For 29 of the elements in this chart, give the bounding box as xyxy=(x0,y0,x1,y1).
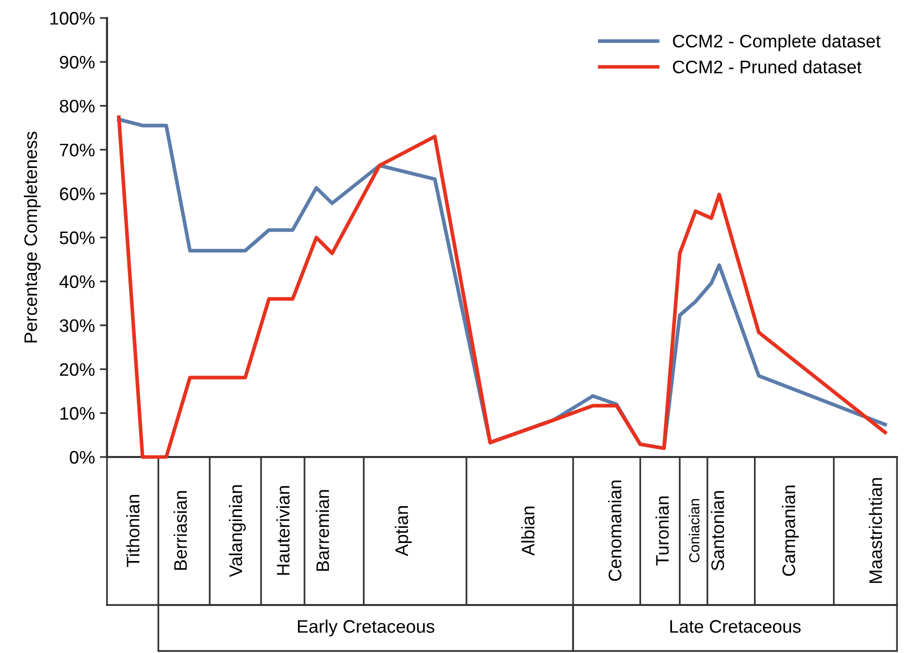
y-tick-label: 30% xyxy=(60,319,95,332)
x-tick-label: Santonian xyxy=(710,491,724,570)
y-axis-title: Percentage Completeness xyxy=(24,132,41,342)
x-tick-label: Barremian xyxy=(316,490,330,571)
text: Late Cretaceous xyxy=(670,620,801,633)
x-tick-label: Maastrichtian xyxy=(868,478,882,583)
x-tick-label: Turonian xyxy=(656,496,669,566)
x-tick-label: Campanian xyxy=(782,486,799,576)
y-tick-label: 50% xyxy=(60,231,95,244)
x-tick-label: Coniacian xyxy=(688,499,700,562)
y-tick-label: 70% xyxy=(60,144,95,156)
legend-label: CCM2 - Complete dataset xyxy=(672,34,881,52)
x-tick-label: Cenomanian xyxy=(608,480,622,581)
x-tick-label: Tithonian xyxy=(126,494,140,567)
y-tick-label: 100% xyxy=(50,12,95,25)
y-tick-label: 0% xyxy=(70,450,95,464)
y-tick-label: 80% xyxy=(60,100,95,113)
x-tick-label: Hauterivian xyxy=(276,486,290,575)
legend-label: CCM2 - Pruned dataset xyxy=(672,60,862,74)
y-tick-label: 60% xyxy=(60,188,95,200)
x-tick-label: Valanginian xyxy=(228,485,246,578)
text: Early Cretaceous xyxy=(298,620,434,636)
x-tick-label: Aptian xyxy=(394,506,412,556)
y-tick-label: 10% xyxy=(60,407,95,420)
x-tick-label: Berriasian xyxy=(174,491,187,570)
y-tick-label: 20% xyxy=(60,363,95,376)
y-tick-label: 90% xyxy=(60,56,95,69)
y-tick-label: 40% xyxy=(59,275,95,288)
x-tick-label: Albian xyxy=(521,506,534,556)
